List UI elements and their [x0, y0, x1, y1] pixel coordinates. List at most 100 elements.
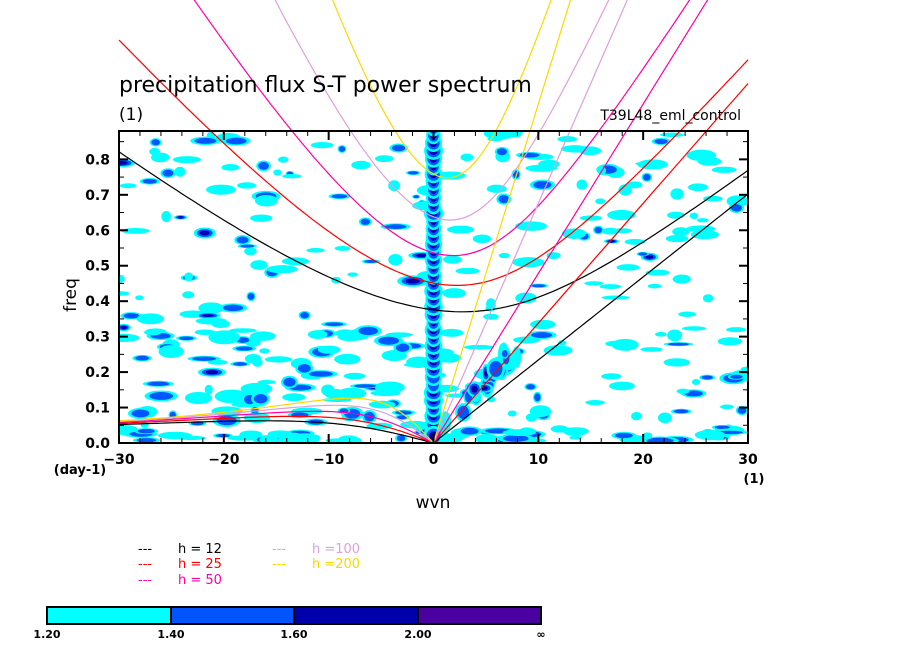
contour-patch: [366, 422, 393, 430]
contour-patch: [689, 212, 699, 220]
contour-patch: [229, 328, 257, 333]
contour-patch: [616, 264, 640, 271]
y-tick-label: 0.2: [85, 365, 110, 381]
contour-patch: [691, 379, 701, 386]
contour-patch: [151, 139, 160, 146]
contour-patch: [442, 288, 466, 299]
contour-patch: [254, 194, 278, 207]
contour-patch: [119, 274, 125, 284]
contour-patch: [599, 284, 622, 290]
contour-patch: [321, 384, 335, 396]
colorbar-label: 1.60: [280, 628, 307, 641]
contour-patch: [119, 291, 130, 296]
contour-patch: [533, 181, 552, 189]
contour-patch: [244, 247, 257, 256]
contour-patch: [507, 410, 517, 417]
contour-patch: [278, 156, 289, 163]
contour-patch: [498, 252, 510, 259]
contour-patch: [337, 387, 367, 400]
contour-patch: [584, 281, 604, 286]
y-tick-label: 0.6: [85, 223, 110, 239]
contour-patch: [206, 184, 236, 195]
contour-patch: [198, 302, 224, 314]
contour-patch: [574, 430, 587, 435]
contour-patch: [405, 278, 420, 284]
contour-patch: [403, 362, 432, 368]
contour-patch: [526, 384, 536, 390]
experiment-label: T39L48_eml_control: [599, 108, 741, 124]
contour-patch: [740, 366, 748, 372]
legend-label: h =100: [312, 542, 360, 557]
contour-patch: [530, 319, 556, 330]
contour-patch: [711, 166, 737, 173]
contour-patch: [498, 195, 510, 204]
contour-patch: [137, 428, 155, 434]
y-tick-label: 0.0: [85, 436, 110, 452]
contour-patch: [667, 211, 685, 219]
contour-patch: [237, 182, 257, 189]
contour-patch: [529, 405, 552, 418]
contour-patch: [475, 434, 499, 443]
contour-patch: [306, 248, 325, 253]
inertia-gravity-curve: [118, 39, 749, 286]
contour-patch: [388, 180, 401, 192]
contour-patch: [460, 427, 479, 435]
colorbar-segment: [46, 606, 172, 625]
contour-patch: [194, 137, 217, 144]
contour-patch: [640, 347, 663, 352]
contour-patch: [208, 330, 241, 345]
contour-patch: [283, 377, 296, 387]
contour-patch: [487, 396, 496, 403]
units-label: (1): [119, 105, 143, 125]
contour-patch: [607, 209, 636, 221]
contour-patch: [395, 343, 410, 352]
contour-patch: [665, 235, 689, 243]
contour-patch: [142, 178, 157, 184]
contour-patch: [686, 149, 717, 162]
contour-patch: [502, 435, 529, 442]
contour-patch: [483, 131, 514, 140]
contour-patch: [637, 159, 668, 170]
contour-patch: [557, 136, 578, 143]
y-tick-labels: 0.0 0.1 0.2 0.3 0.4 0.5 0.6 0.7 0.8: [85, 152, 110, 452]
contour-patch: [205, 370, 219, 375]
colorbar-segment: [417, 606, 542, 625]
contour-patch: [726, 327, 747, 333]
contour-patch: [354, 384, 377, 388]
contour-patch: [437, 433, 464, 443]
contour-patch: [400, 420, 429, 429]
contour-patch: [172, 156, 201, 164]
colorbar-label: 1.20: [33, 628, 60, 641]
contour-patch: [446, 225, 475, 234]
contour-patch: [325, 438, 350, 443]
contour-patch: [376, 388, 389, 393]
contour-patch: [343, 372, 366, 380]
y-units-label: (day-1): [54, 463, 106, 478]
contour-patch: [250, 260, 268, 270]
contour-patch: [579, 146, 602, 156]
contour-patch: [702, 294, 714, 303]
rossby-curve: [118, 404, 434, 444]
contour-patch: [678, 311, 697, 317]
x-tick-label: 10: [529, 452, 549, 468]
contour-patch: [233, 362, 248, 366]
contour-patch: [645, 255, 654, 259]
legend: --- h = 12 --- h = 25 --- h = 50 --- h =100 --- h…: [138, 542, 360, 588]
contour-patch: [136, 438, 157, 443]
contour-patch: [266, 265, 298, 274]
rossby-curve: [118, 397, 434, 444]
contour-patch: [396, 435, 406, 442]
contour-patch: [192, 356, 217, 361]
contour-patch: [278, 432, 304, 440]
contour-patch: [595, 198, 606, 205]
contour-patch: [659, 132, 685, 138]
contour-patch: [391, 144, 406, 152]
contour-patch: [157, 431, 192, 440]
contour-patch: [439, 328, 464, 337]
contour-patch: [199, 230, 210, 236]
contour-patch: [696, 218, 709, 223]
x-tick-label: 30: [738, 452, 758, 468]
contour-patch: [646, 437, 674, 443]
legend-label: h = 50: [178, 573, 222, 588]
contour-patch: [334, 245, 351, 251]
